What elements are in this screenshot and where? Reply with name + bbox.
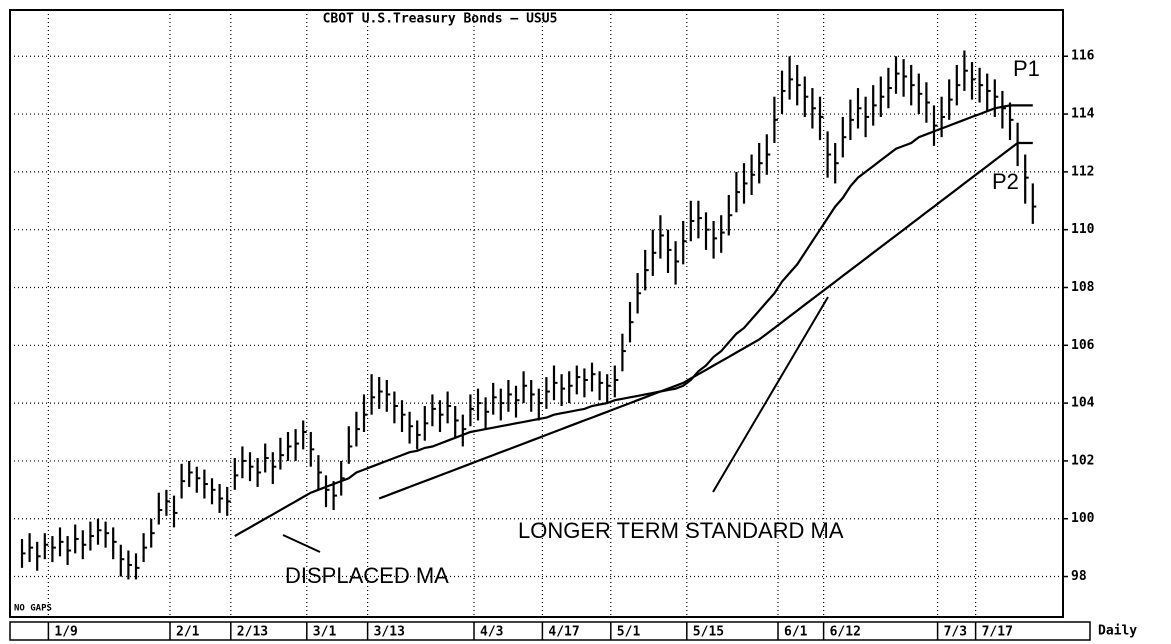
- x-tick-label: 3/1: [313, 625, 337, 640]
- y-tick-label: 106: [1071, 338, 1095, 353]
- x-tick-label: 1/9: [54, 625, 77, 640]
- y-tick-label: 100: [1071, 511, 1095, 526]
- x-tick-label: 4/17: [548, 625, 579, 640]
- plot-frame: [9, 9, 1064, 618]
- x-tick-label: 5/15: [693, 625, 724, 640]
- x-tick-label: 7/17: [982, 625, 1013, 640]
- y-tick-label: 102: [1071, 453, 1094, 468]
- x-tick-label: 4/3: [480, 625, 503, 640]
- x-tick-label: 2/13: [237, 625, 268, 640]
- y-tick-label: 98: [1071, 569, 1087, 584]
- annotation: DISPLACED MA: [285, 563, 449, 588]
- date-strip: [9, 621, 1091, 641]
- moving-average: [234, 104, 1033, 538]
- y-tick-label: 104: [1071, 396, 1095, 411]
- moving-average: [378, 141, 1033, 500]
- x-tick-label: 2/1: [176, 625, 200, 640]
- x-tick-label: 3/13: [374, 625, 405, 640]
- pointer-line: [282, 534, 321, 553]
- x-tick-label: 6/12: [830, 625, 861, 640]
- y-tick-label: 116: [1071, 49, 1095, 64]
- x-tick-label: 7/3: [944, 625, 967, 640]
- y-tick-label: 114: [1071, 107, 1095, 122]
- pointer-line: [712, 296, 829, 493]
- x-tick-label: 6/1: [784, 625, 808, 640]
- x-tick-label: 5/1: [617, 625, 641, 640]
- chart-title: CBOT U.S.Treasury Bonds — USU5: [323, 12, 558, 27]
- annotation: P1: [1013, 56, 1040, 81]
- y-tick-label: 110: [1071, 222, 1095, 237]
- annotation: P2: [992, 169, 1019, 194]
- annotation: LONGER TERM STANDARD MA: [518, 518, 844, 543]
- y-tick-label: 108: [1071, 280, 1095, 295]
- note: NO GAPS: [14, 604, 52, 614]
- y-tick-label: 112: [1071, 164, 1094, 179]
- period-label: Daily: [1098, 624, 1137, 639]
